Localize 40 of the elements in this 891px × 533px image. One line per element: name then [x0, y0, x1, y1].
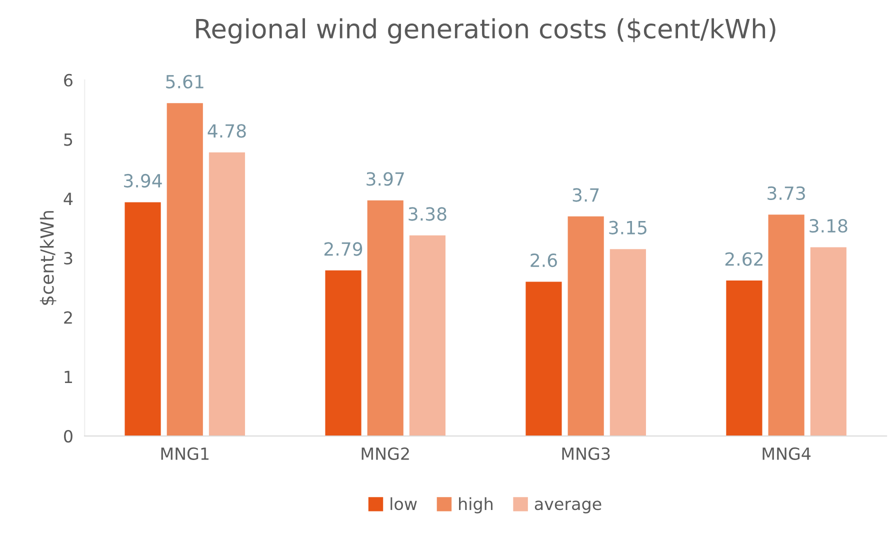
- bar: [768, 214, 804, 436]
- y-tick-label: 4: [64, 192, 73, 205]
- bar: [367, 200, 404, 436]
- data-label: 5.61: [166, 74, 204, 88]
- bar: [208, 152, 246, 436]
- data-label: 4.78: [208, 124, 246, 138]
- bar: [526, 282, 562, 436]
- y-axis-title: $cent/kWh: [40, 211, 56, 305]
- x-tick-label: MNG1: [161, 447, 209, 460]
- chart-title: Regional wind generation costs ($cent/kWh): [196, 18, 776, 44]
- bar: [409, 235, 446, 436]
- data-label: 2.62: [725, 252, 762, 266]
- data-label: 2.79: [324, 242, 362, 256]
- legend-label: low: [390, 497, 417, 510]
- data-label: 3.97: [366, 172, 404, 186]
- legend-label: high: [459, 497, 492, 514]
- bar: [568, 216, 604, 436]
- data-label: 3.94: [124, 174, 162, 188]
- x-tick-label: MNG2: [362, 447, 409, 460]
- y-tick-label: 0: [64, 430, 72, 443]
- data-label: 3.18: [810, 219, 848, 233]
- x-tick-label: MNG4: [762, 447, 811, 460]
- bar: [166, 103, 203, 436]
- y-tick-label: 6: [64, 74, 72, 87]
- x-tick-label: MNG3: [562, 447, 610, 460]
- y-tick-label: 3: [64, 252, 72, 265]
- y-tick-label: 5: [64, 133, 72, 146]
- data-label: 3.7: [572, 188, 599, 202]
- y-tick-label: 2: [64, 311, 72, 324]
- y-tick-label: 1: [64, 370, 72, 383]
- bar: [610, 249, 646, 436]
- legend-label: average: [534, 500, 602, 514]
- data-label: 3.73: [768, 186, 805, 200]
- bar: [124, 202, 161, 436]
- bar: [810, 247, 846, 436]
- bar: [325, 270, 362, 436]
- data-label: 2.6: [530, 253, 557, 268]
- data-label: 3.15: [609, 220, 646, 234]
- data-label: 3.38: [408, 207, 446, 221]
- bar: [726, 280, 762, 436]
